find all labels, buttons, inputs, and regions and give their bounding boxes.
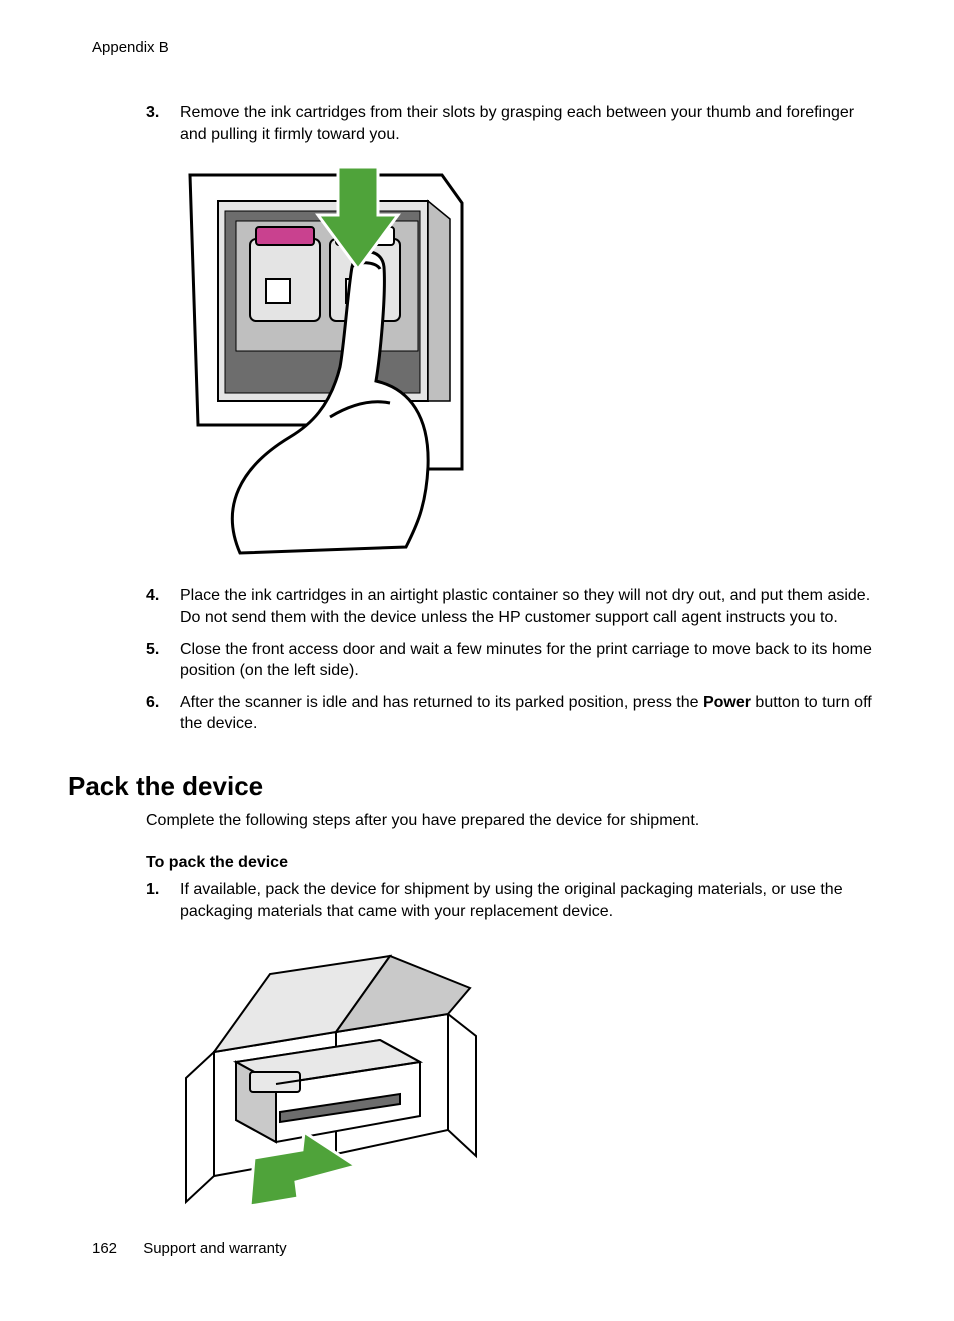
page-number: 162 (92, 1240, 117, 1257)
step-text: Close the front access door and wait a f… (180, 641, 872, 680)
figure-pack-device (180, 944, 872, 1228)
step-number: 4. (146, 585, 159, 607)
cartridge-removal-icon (180, 167, 475, 557)
step-3: 3. Remove the ink cartridges from their … (146, 102, 872, 557)
step-number: 1. (146, 879, 159, 901)
step-5: 5. Close the front access door and wait … (146, 639, 872, 682)
steps-group-a: 3. Remove the ink cartridges from their … (146, 102, 872, 735)
header-appendix: Appendix B (92, 38, 872, 58)
step-text: Remove the ink cartridges from their slo… (180, 104, 854, 143)
section-intro: Complete the following steps after you h… (146, 810, 872, 832)
step-4: 4. Place the ink cartridges in an airtig… (146, 585, 872, 628)
section-subhead: To pack the device (146, 852, 872, 874)
page-footer: 162 Support and warranty (92, 1239, 287, 1259)
page: Appendix B 3. Remove the ink cartridges … (0, 0, 954, 1321)
step-number: 3. (146, 102, 159, 124)
step-text: After the scanner is idle and has return… (180, 694, 872, 733)
footer-chapter: Support and warranty (143, 1240, 286, 1257)
step-number: 5. (146, 639, 159, 661)
section-heading: Pack the device (68, 769, 872, 804)
pack-box-icon (180, 944, 480, 1228)
step-number: 6. (146, 692, 159, 714)
step-text: Place the ink cartridges in an airtight … (180, 587, 870, 626)
step-6: 6. After the scanner is idle and has ret… (146, 692, 872, 735)
steps-group-b: 1. If available, pack the device for shi… (146, 879, 872, 1228)
figure-remove-cartridge (180, 167, 872, 557)
step-text: If available, pack the device for shipme… (180, 881, 843, 920)
step-b1: 1. If available, pack the device for shi… (146, 879, 872, 1228)
